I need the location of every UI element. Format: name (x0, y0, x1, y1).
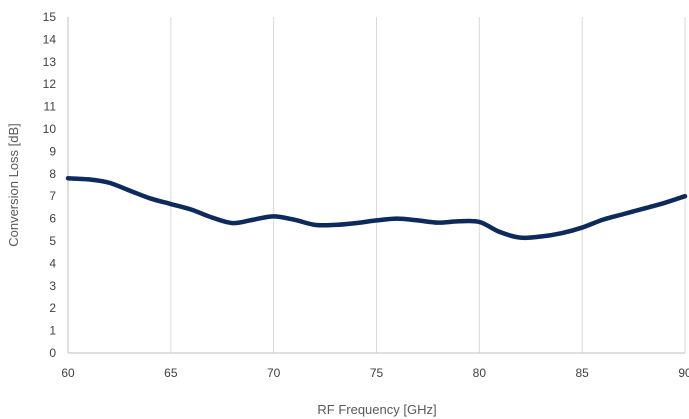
y-tick-label-9: 9 (49, 144, 56, 158)
x-tick-label-6: 90 (678, 366, 689, 380)
y-tick-label-8: 8 (49, 167, 56, 181)
y-tick-label-6: 6 (49, 212, 56, 226)
x-tick-label-2: 70 (267, 366, 281, 380)
series-line-0 (65, 176, 688, 241)
x-tick-labels: 60 65 70 75 80 85 90 (61, 366, 689, 380)
y-tick-label-3: 3 (49, 279, 56, 293)
series-layer (65, 176, 688, 241)
x-tick-label-0: 60 (61, 366, 75, 380)
axis-layer (67, 17, 685, 354)
y-tick-label-15: 15 (43, 10, 57, 24)
x-axis-title: RF Frequency [GHz] (317, 402, 436, 417)
y-tick-label-0: 0 (49, 346, 56, 360)
y-tick-label-12: 12 (43, 77, 57, 91)
y-tick-label-14: 14 (43, 32, 57, 46)
x-tick-label-4: 80 (473, 366, 487, 380)
y-tick-label-7: 7 (49, 189, 56, 203)
x-tick-label-3: 75 (370, 366, 384, 380)
y-tick-label-13: 13 (43, 55, 57, 69)
y-tick-label-2: 2 (49, 301, 56, 315)
y-tick-label-11: 11 (44, 100, 57, 114)
y-axis-title: Conversion Loss [dB] (6, 123, 21, 247)
y-tick-label-1: 1 (49, 324, 56, 338)
grid-layer (170, 17, 686, 353)
x-tick-label-5: 85 (575, 366, 589, 380)
y-tick-label-10: 10 (43, 122, 57, 136)
y-tick-label-5: 5 (49, 234, 56, 248)
y-tick-label-4: 4 (49, 256, 56, 270)
x-tick-label-1: 65 (164, 366, 178, 380)
